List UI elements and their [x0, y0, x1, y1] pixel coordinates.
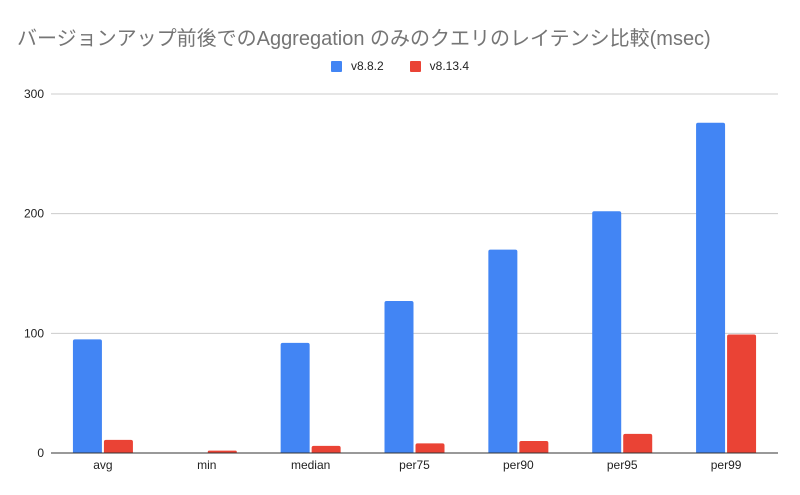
bar-v8-8-2-per99 [696, 122, 726, 453]
bar-v8-13-4-per90 [519, 441, 549, 453]
bar-v8-8-2-median [280, 342, 310, 453]
x-tick-label-min: min [197, 458, 216, 472]
bar-v8-13-4-avg [103, 439, 133, 453]
x-tick-label-per75: per75 [399, 458, 430, 472]
chart-title: バージョンアップ前後でのAggregation のみのクエリのレイテンシ比較(m… [17, 28, 711, 50]
bar-v8-13-4-per95 [623, 433, 653, 453]
bar-v8-13-4-min [207, 450, 237, 453]
legend-label-v8-8-2: v8.8.2 [350, 59, 384, 73]
bar-v8-13-4-per99 [727, 334, 757, 453]
bar-v8-13-4-median [311, 445, 341, 453]
y-tick-label: 300 [24, 87, 44, 101]
legend-label-v8-13-4: v8.13.4 [429, 59, 470, 73]
bar-v8-8-2-per95 [592, 211, 622, 453]
legend-swatch-v8-13-4 [409, 60, 421, 72]
bar-v8-13-4-per75 [415, 443, 445, 453]
y-tick-label: 0 [37, 446, 44, 460]
bar-v8-8-2-per75 [384, 301, 414, 453]
y-tick-label: 200 [24, 207, 44, 221]
x-tick-label-median: median [291, 458, 330, 472]
legend-item-v8-8-2[interactable]: v8.8.2 [330, 59, 384, 73]
legend-swatch-v8-8-2 [330, 60, 342, 72]
x-tick-label-per99: per99 [711, 458, 742, 472]
legend: v8.8.2 v8.13.4 [0, 59, 800, 73]
x-tick-label-per90: per90 [503, 458, 534, 472]
bar-v8-8-2-avg [72, 339, 102, 453]
legend-item-v8-13-4[interactable]: v8.13.4 [409, 59, 470, 73]
y-tick-label: 100 [24, 326, 44, 340]
x-tick-label-avg: avg [93, 458, 112, 472]
bar-v8-8-2-per90 [488, 249, 518, 453]
x-tick-label-per95: per95 [607, 458, 638, 472]
